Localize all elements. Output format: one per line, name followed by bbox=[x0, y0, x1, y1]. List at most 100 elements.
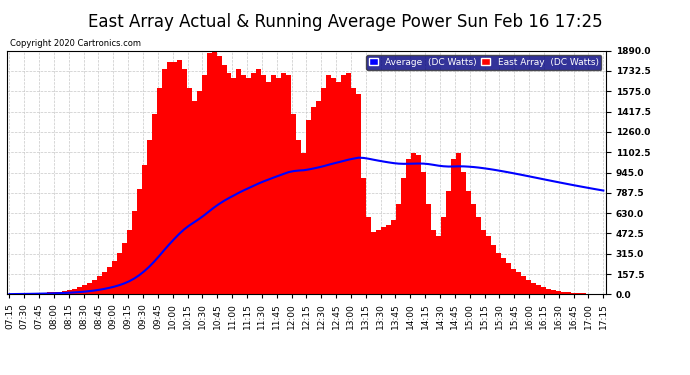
Bar bbox=[336, 82, 342, 294]
Bar bbox=[411, 153, 416, 294]
Bar bbox=[147, 140, 152, 294]
Bar bbox=[177, 60, 181, 294]
Bar bbox=[342, 75, 346, 294]
Bar bbox=[521, 276, 526, 294]
Bar bbox=[496, 253, 501, 294]
Bar bbox=[97, 276, 101, 294]
Bar bbox=[212, 50, 217, 294]
Bar bbox=[362, 178, 366, 294]
Bar bbox=[206, 53, 212, 294]
Bar bbox=[516, 273, 521, 294]
Bar bbox=[526, 280, 531, 294]
Bar bbox=[476, 217, 481, 294]
Bar bbox=[306, 120, 311, 294]
Bar bbox=[396, 204, 401, 294]
Bar bbox=[406, 159, 411, 294]
Bar bbox=[581, 293, 586, 294]
Bar bbox=[257, 69, 262, 294]
Bar bbox=[87, 283, 92, 294]
Bar bbox=[101, 273, 107, 294]
Bar bbox=[201, 75, 206, 294]
Bar bbox=[331, 78, 336, 294]
Bar bbox=[311, 107, 316, 294]
Bar bbox=[192, 101, 197, 294]
Bar bbox=[217, 56, 221, 294]
Bar bbox=[376, 230, 382, 294]
Text: Copyright 2020 Cartronics.com: Copyright 2020 Cartronics.com bbox=[10, 39, 141, 48]
Text: East Array Actual & Running Average Power Sun Feb 16 17:25: East Array Actual & Running Average Powe… bbox=[88, 13, 602, 31]
Bar bbox=[127, 230, 132, 294]
Bar bbox=[541, 287, 546, 294]
Bar bbox=[181, 69, 186, 294]
Bar bbox=[426, 204, 431, 294]
Bar bbox=[186, 88, 192, 294]
Bar bbox=[471, 204, 476, 294]
Bar bbox=[566, 292, 571, 294]
Bar bbox=[401, 178, 406, 294]
Bar bbox=[386, 225, 391, 294]
Bar bbox=[481, 230, 486, 294]
Bar bbox=[576, 293, 581, 294]
Bar bbox=[286, 75, 291, 294]
Bar bbox=[351, 88, 356, 294]
Bar bbox=[161, 69, 166, 294]
Bar bbox=[291, 114, 297, 294]
Bar bbox=[316, 101, 322, 294]
Bar bbox=[536, 285, 541, 294]
Bar bbox=[461, 172, 466, 294]
Bar bbox=[266, 82, 271, 294]
Bar bbox=[466, 191, 471, 294]
Bar bbox=[436, 236, 441, 294]
Bar bbox=[446, 191, 451, 294]
Bar bbox=[157, 88, 161, 294]
Bar bbox=[221, 65, 226, 294]
Bar bbox=[501, 258, 506, 294]
Bar bbox=[297, 140, 302, 294]
Bar bbox=[132, 210, 137, 294]
Bar bbox=[112, 261, 117, 294]
Bar bbox=[47, 292, 52, 294]
Bar bbox=[366, 217, 371, 294]
Bar bbox=[166, 62, 172, 294]
Bar bbox=[77, 287, 82, 294]
Bar bbox=[82, 285, 87, 294]
Bar bbox=[37, 293, 42, 294]
Bar bbox=[62, 291, 67, 294]
Bar bbox=[42, 293, 47, 294]
Bar bbox=[326, 75, 331, 294]
Bar bbox=[506, 263, 511, 294]
Bar bbox=[197, 91, 201, 294]
Bar bbox=[246, 78, 251, 294]
Bar bbox=[226, 72, 232, 294]
Bar bbox=[237, 69, 241, 294]
Bar bbox=[241, 75, 246, 294]
Bar bbox=[456, 153, 461, 294]
Bar bbox=[67, 290, 72, 294]
Bar bbox=[416, 155, 421, 294]
Bar bbox=[441, 217, 446, 294]
Bar bbox=[92, 280, 97, 294]
Bar bbox=[172, 62, 177, 294]
Bar bbox=[531, 283, 536, 294]
Bar bbox=[57, 291, 62, 294]
Legend: Average  (DC Watts), East Array  (DC Watts): Average (DC Watts), East Array (DC Watts… bbox=[366, 55, 601, 69]
Bar bbox=[152, 114, 157, 294]
Bar bbox=[546, 289, 551, 294]
Bar bbox=[431, 230, 436, 294]
Bar bbox=[302, 153, 306, 294]
Bar bbox=[421, 172, 426, 294]
Bar bbox=[117, 253, 121, 294]
Bar bbox=[382, 227, 386, 294]
Bar bbox=[322, 88, 326, 294]
Bar bbox=[137, 189, 141, 294]
Bar bbox=[556, 291, 561, 294]
Bar bbox=[371, 232, 376, 294]
Bar bbox=[121, 243, 127, 294]
Bar bbox=[551, 290, 556, 294]
Bar bbox=[271, 75, 277, 294]
Bar bbox=[262, 75, 266, 294]
Bar bbox=[486, 236, 491, 294]
Bar bbox=[451, 159, 456, 294]
Bar bbox=[491, 245, 496, 294]
Bar bbox=[107, 267, 112, 294]
